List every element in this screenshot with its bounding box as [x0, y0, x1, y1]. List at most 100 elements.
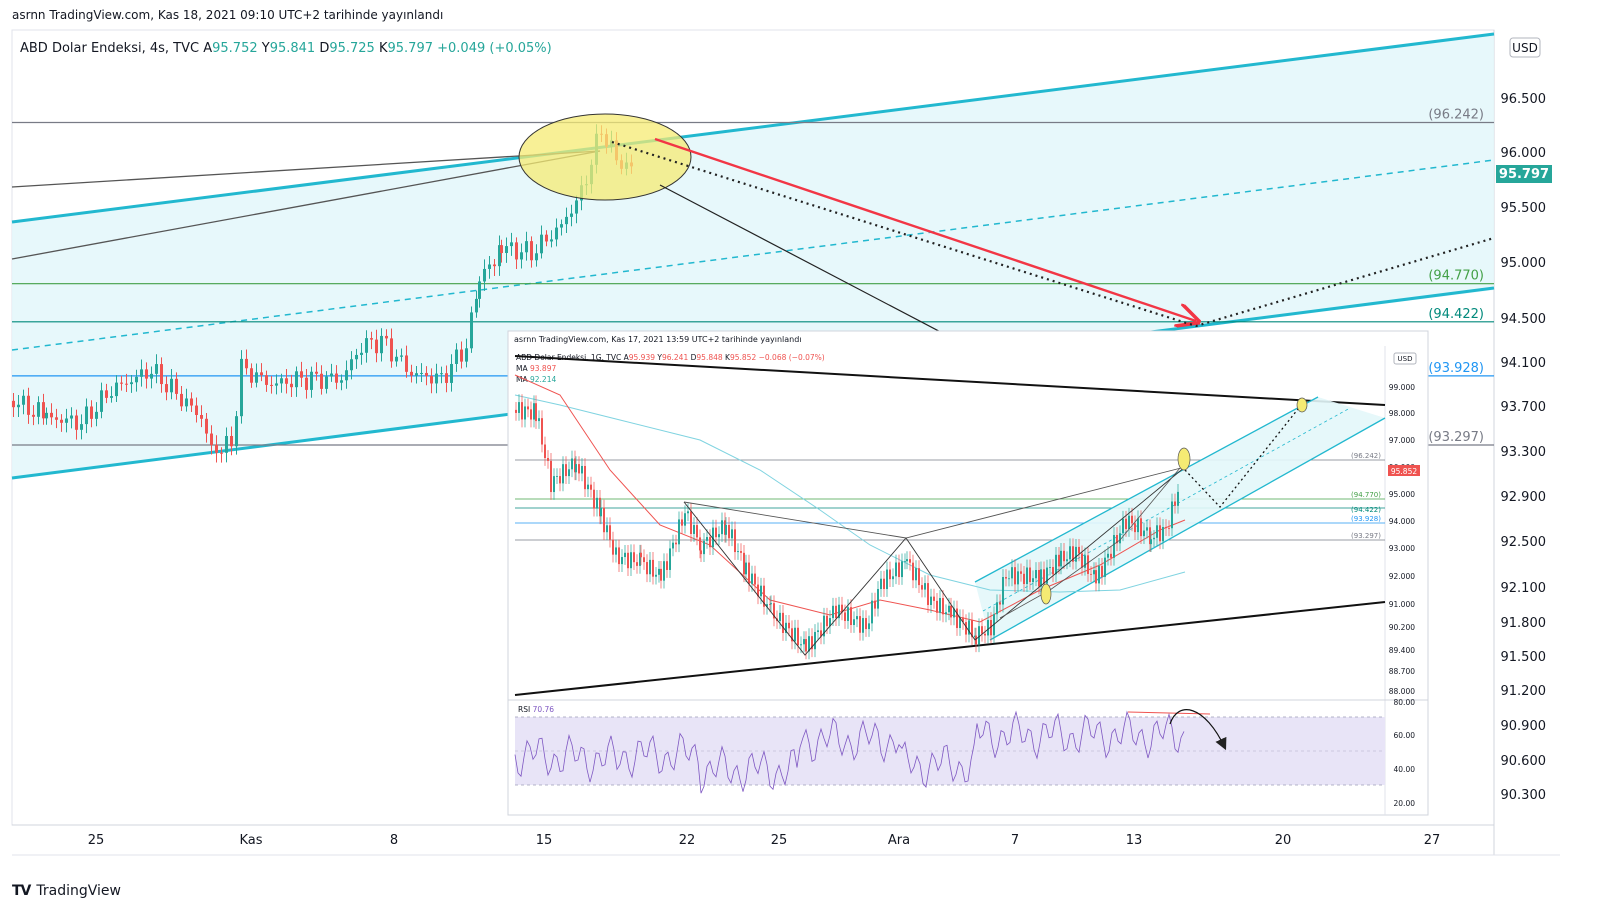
inset-candle-body-82 — [748, 562, 750, 584]
inset-candle-body-218 — [1146, 527, 1148, 531]
inset-y-tick-5: 94.000 — [1389, 517, 1415, 526]
inset-candle-body-91 — [773, 603, 775, 619]
candle-body-111 — [560, 224, 563, 228]
inset-candle-body-227 — [1171, 501, 1173, 529]
x-tick-6: Ara — [888, 833, 910, 848]
inset-candle-body-86 — [760, 585, 762, 597]
candle-body-43 — [225, 435, 228, 453]
inset-highlight-1 — [1177, 447, 1191, 471]
inset-candle-body-28 — [596, 497, 598, 509]
candle-body-107 — [540, 234, 543, 254]
inset-candle-body-26 — [590, 484, 592, 490]
inset-candle-body-12 — [550, 460, 552, 493]
currency-box[interactable] — [1509, 37, 1541, 58]
y-tick-12: 91.500 — [1501, 650, 1547, 665]
inset-candle-body-13 — [553, 476, 555, 493]
candle-body-6 — [42, 402, 45, 419]
inset-channel-lower — [989, 417, 1386, 641]
candle-body-108 — [545, 234, 548, 242]
inset-candle-body-48 — [652, 559, 654, 577]
candle-body-91 — [465, 348, 468, 362]
candle-body-3 — [27, 395, 30, 415]
inset-candle-body-184 — [1046, 567, 1048, 584]
inset-candle-body-60 — [687, 511, 689, 514]
inset-candle-body-2 — [521, 402, 523, 420]
inset-candle-body-67 — [706, 537, 708, 541]
candle-body-73 — [375, 339, 378, 354]
rsi-tick-0: 80.00 — [1394, 698, 1416, 707]
inset-candle-body-194 — [1075, 546, 1077, 562]
candle-body-50 — [260, 372, 263, 376]
candle-body-11 — [65, 418, 68, 423]
inset-candle-body-100 — [800, 644, 802, 646]
inset-candle-body-108 — [823, 615, 825, 637]
brand-name: TradingView — [36, 883, 121, 899]
inset-candle-body-22 — [578, 464, 580, 474]
legend-ohlc-label-0: A — [203, 41, 212, 56]
inset-candle-body-188 — [1058, 554, 1060, 567]
inset-candle-body-64 — [699, 537, 701, 551]
inset-candle-body-163 — [984, 633, 986, 636]
inset-candle-body-215 — [1137, 518, 1139, 533]
candle-body-8 — [50, 412, 53, 418]
inset-candles — [515, 394, 1179, 660]
inset-candle-body-3 — [524, 406, 526, 420]
inset-candle-body-139 — [915, 568, 917, 581]
inset-candle-body-133 — [898, 562, 900, 578]
inset-currency-box[interactable] — [1393, 352, 1417, 365]
x-tick-1: Kas — [239, 833, 262, 848]
inset-candle-body-143 — [927, 583, 929, 605]
inset-candle-body-98 — [794, 627, 796, 642]
inset-candle-body-199 — [1090, 573, 1092, 575]
legend-ohlc-value-2: 95.725 — [329, 41, 379, 56]
projection-arrow-red — [654, 137, 1196, 321]
inset-candle-body-34 — [612, 539, 614, 555]
candle-body-5 — [37, 402, 40, 417]
inset-candle-body-40 — [630, 552, 632, 569]
inset-candle-body-154 — [959, 617, 961, 629]
candle-body-13 — [75, 415, 78, 430]
inset-candle-body-222 — [1156, 525, 1158, 538]
rsi-tick-2: 40.00 — [1394, 765, 1416, 774]
candle-body-97 — [493, 264, 496, 267]
candle-body-42 — [220, 452, 223, 454]
tradingview-brand[interactable]: TV TradingView — [12, 883, 121, 899]
candle-body-44 — [230, 435, 233, 447]
inset-pattern-neckline — [683, 466, 1186, 539]
currency-label: USD — [1512, 41, 1538, 55]
candle-body-109 — [550, 239, 553, 242]
candle-body-40 — [210, 433, 213, 445]
inset-candle-body-169 — [1002, 577, 1004, 605]
candle-body-54 — [280, 378, 283, 384]
inset-candle-body-9 — [541, 418, 543, 445]
inset-candle-body-35 — [615, 547, 617, 555]
inset-candle-body-137 — [909, 559, 911, 563]
tradingview-logo-icon: TV — [12, 883, 31, 899]
inset-candle-body-104 — [811, 636, 813, 650]
candle-body-74 — [380, 335, 383, 354]
candle-body-45 — [235, 416, 238, 447]
candle-body-37 — [195, 405, 198, 415]
inset-y-tick-8: 91.000 — [1389, 600, 1415, 609]
inset-candle-body-16 — [562, 464, 564, 484]
inset-candle-body-189 — [1060, 550, 1062, 567]
inset-candle-body-42 — [636, 562, 638, 566]
inset-candle-body-178 — [1029, 567, 1031, 583]
candle-body-38 — [200, 414, 203, 419]
candle-body-53 — [275, 383, 278, 386]
inset-candle-body-127 — [880, 578, 882, 590]
inset-candle-body-117 — [850, 607, 852, 626]
inset-candle-body-187 — [1055, 554, 1057, 575]
rsi-label: RSI 70.76 — [518, 705, 554, 714]
inset-candle-body-76 — [731, 529, 733, 539]
candle-body-30 — [160, 364, 163, 385]
inset-candle-body-61 — [690, 511, 692, 534]
inset-ohlc-value-1: 96.241 — [662, 353, 691, 362]
x-tick-10: 27 — [1424, 833, 1441, 848]
inset-candle-body-226 — [1168, 528, 1170, 529]
inset-ohlc-label-1: Y — [656, 353, 662, 362]
inset-candle-body-8 — [538, 418, 540, 422]
price-badge-text: 95.797 — [1499, 167, 1549, 182]
inset-candle-body-81 — [745, 562, 747, 575]
candle-body-65 — [335, 373, 338, 383]
